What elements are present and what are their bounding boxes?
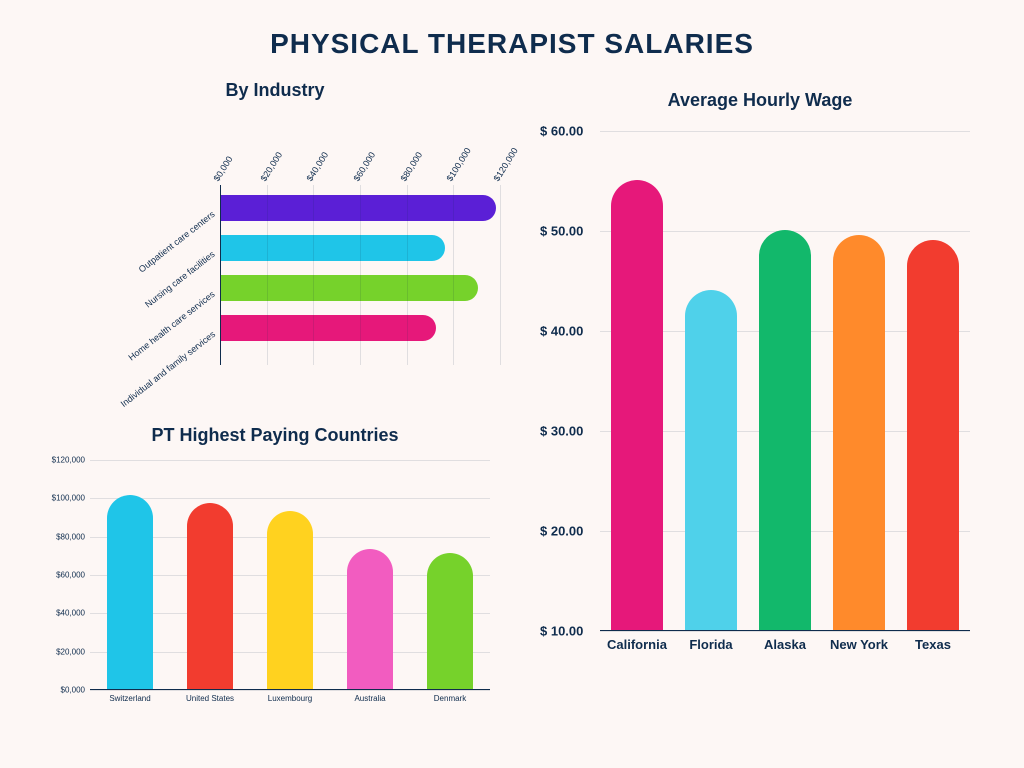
hourly-category-label: Florida <box>671 637 751 652</box>
hourly-category-label: Texas <box>893 637 973 652</box>
gridline <box>90 498 490 499</box>
hourly-bar <box>685 290 737 630</box>
hourly-bar <box>759 230 811 630</box>
countries-ytick: $40,000 <box>40 609 85 618</box>
gridline <box>360 185 361 365</box>
industry-title: By Industry <box>40 80 510 101</box>
hourly-plot: $ 10.00$ 20.00$ 30.00$ 40.00$ 50.00$ 60.… <box>600 131 970 631</box>
countries-chart: PT Highest Paying Countries $0,000$20,00… <box>40 425 510 690</box>
gridline <box>313 185 314 365</box>
hourly-category-label: California <box>597 637 677 652</box>
countries-ytick: $120,000 <box>40 456 85 465</box>
industry-xtick: $60,000 <box>352 150 378 183</box>
left-column: By Industry $0,000$20,000$40,000$60,000$… <box>40 80 510 690</box>
right-column: Average Hourly Wage $ 10.00$ 20.00$ 30.0… <box>540 80 980 631</box>
industry-xtick: $20,000 <box>258 150 284 183</box>
countries-category-label: Denmark <box>415 694 485 703</box>
industry-chart: By Industry $0,000 $20,000 $40,000 $60,000 $… <box>40 80 510 385</box>
countries-category-label: Australia <box>335 694 405 703</box>
industry-xtick: $40,000 <box>305 150 331 183</box>
page-title: PHYSICAL THERAPIST SALARIES <box>0 0 1024 60</box>
hourly-ytick: $ 50.00 <box>540 224 595 239</box>
countries-bar <box>347 549 393 689</box>
gridline <box>90 460 490 461</box>
countries-bar <box>427 553 473 689</box>
countries-ytick: $0,000 <box>40 686 85 695</box>
industry-bar <box>221 315 436 341</box>
gridline <box>90 690 490 691</box>
industry-category-label: Home health care services <box>127 289 217 362</box>
hourly-bar <box>611 180 663 630</box>
countries-bar <box>187 503 233 689</box>
hourly-ytick: $ 20.00 <box>540 524 595 539</box>
gridline <box>453 185 454 365</box>
hourly-chart: Average Hourly Wage $ 10.00$ 20.00$ 30.0… <box>540 90 980 631</box>
countries-category-label: Switzerland <box>95 694 165 703</box>
industry-xtick: $100,000 <box>445 146 473 183</box>
countries-ytick: $20,000 <box>40 647 85 656</box>
gridline <box>407 185 408 365</box>
hourly-ytick: $ 10.00 <box>540 624 595 639</box>
hourly-ytick: $ 30.00 <box>540 424 595 439</box>
industry-bar <box>221 235 445 261</box>
gridline <box>600 131 970 132</box>
countries-ytick: $80,000 <box>40 532 85 541</box>
hourly-bar <box>907 240 959 630</box>
hourly-ytick: $ 40.00 <box>540 324 595 339</box>
countries-category-label: United States <box>175 694 245 703</box>
countries-ytick: $100,000 <box>40 494 85 503</box>
countries-category-label: Luxembourg <box>255 694 325 703</box>
hourly-category-label: New York <box>819 637 899 652</box>
industry-category-label: Individual and family services <box>119 329 217 409</box>
countries-plot: $0,000$20,000$40,000$60,000$80,000$100,0… <box>90 460 490 690</box>
countries-ytick: $60,000 <box>40 571 85 580</box>
countries-title: PT Highest Paying Countries <box>40 425 510 446</box>
gridline <box>267 185 268 365</box>
hourly-category-label: Alaska <box>745 637 825 652</box>
hourly-bar <box>833 235 885 630</box>
industry-xtick: $120,000 <box>492 146 520 183</box>
countries-bar <box>107 495 153 689</box>
industry-bar <box>221 275 478 301</box>
industry-xtick: $0,000 <box>212 154 235 183</box>
hourly-ytick: $ 60.00 <box>540 124 595 139</box>
gridline <box>500 185 501 365</box>
gridline <box>600 631 970 632</box>
hourly-title: Average Hourly Wage <box>540 90 980 111</box>
industry-bar <box>221 195 496 221</box>
countries-bar <box>267 511 313 689</box>
industry-xaxis: $0,000$20,000$40,000$60,000$80,000$100,0… <box>220 105 500 185</box>
industry-xtick: $80,000 <box>398 150 424 183</box>
